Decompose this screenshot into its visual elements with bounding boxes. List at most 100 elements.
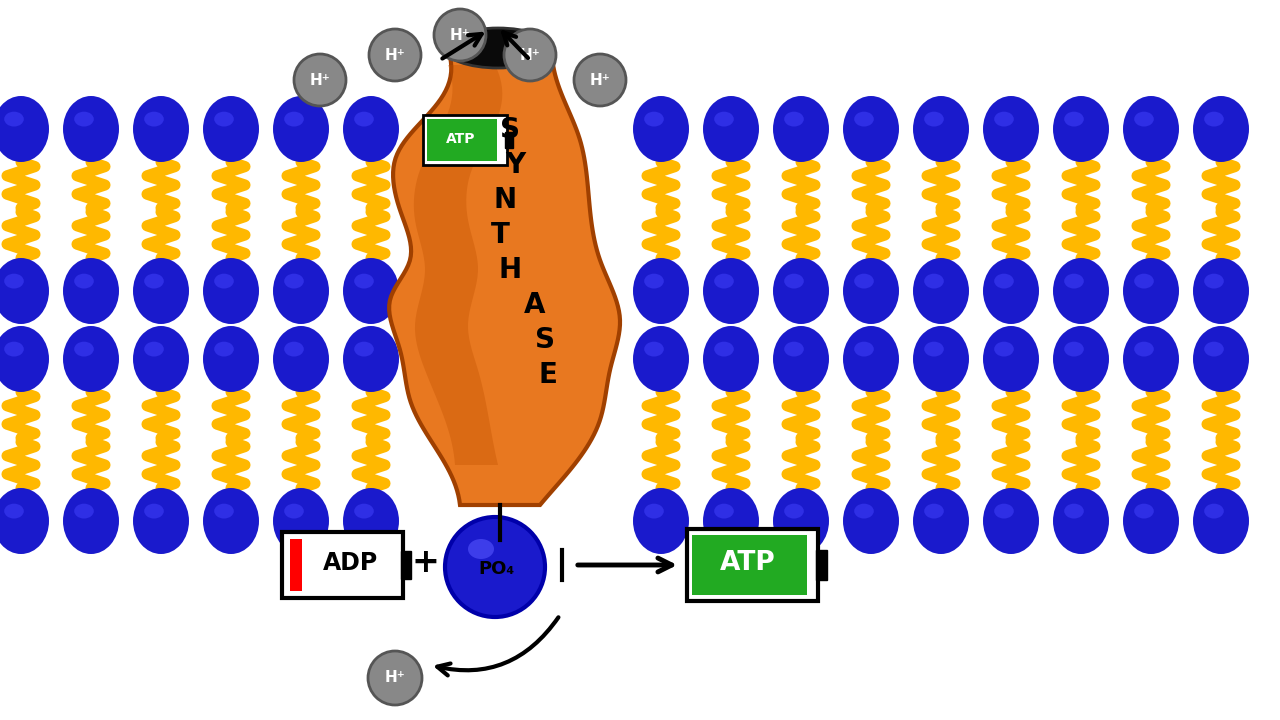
Ellipse shape xyxy=(714,504,733,518)
Text: H⁺: H⁺ xyxy=(384,48,406,63)
Ellipse shape xyxy=(273,96,329,162)
Ellipse shape xyxy=(983,96,1039,162)
Ellipse shape xyxy=(913,326,969,392)
Ellipse shape xyxy=(74,274,93,289)
Ellipse shape xyxy=(63,488,119,554)
Ellipse shape xyxy=(714,112,733,127)
Ellipse shape xyxy=(844,488,899,554)
Ellipse shape xyxy=(284,342,303,356)
Ellipse shape xyxy=(1123,96,1179,162)
Ellipse shape xyxy=(1064,274,1084,289)
Ellipse shape xyxy=(844,96,899,162)
Ellipse shape xyxy=(773,488,829,554)
Ellipse shape xyxy=(63,326,119,392)
Text: Y: Y xyxy=(504,151,525,179)
Ellipse shape xyxy=(773,258,829,324)
Circle shape xyxy=(434,9,486,61)
Text: PO₄: PO₄ xyxy=(479,560,515,578)
Ellipse shape xyxy=(844,326,899,392)
Ellipse shape xyxy=(214,504,234,518)
Ellipse shape xyxy=(1193,96,1249,162)
Ellipse shape xyxy=(644,274,664,289)
Ellipse shape xyxy=(1204,342,1224,356)
Ellipse shape xyxy=(1053,488,1108,554)
Ellipse shape xyxy=(355,504,374,518)
Ellipse shape xyxy=(204,488,259,554)
Ellipse shape xyxy=(145,342,164,356)
Ellipse shape xyxy=(343,326,399,392)
FancyBboxPatch shape xyxy=(428,119,497,161)
Ellipse shape xyxy=(343,96,399,162)
Ellipse shape xyxy=(444,28,552,68)
Ellipse shape xyxy=(133,326,189,392)
Ellipse shape xyxy=(284,112,303,127)
Ellipse shape xyxy=(343,488,399,554)
Text: T: T xyxy=(490,221,509,249)
Ellipse shape xyxy=(133,96,189,162)
Circle shape xyxy=(504,29,556,81)
Ellipse shape xyxy=(0,96,49,162)
Ellipse shape xyxy=(1193,258,1249,324)
FancyBboxPatch shape xyxy=(422,115,507,165)
Ellipse shape xyxy=(284,504,303,518)
Ellipse shape xyxy=(204,326,259,392)
Ellipse shape xyxy=(1123,326,1179,392)
Ellipse shape xyxy=(74,112,93,127)
Ellipse shape xyxy=(1134,274,1153,289)
Ellipse shape xyxy=(145,274,164,289)
Text: H⁺: H⁺ xyxy=(449,27,470,42)
Ellipse shape xyxy=(204,96,259,162)
Ellipse shape xyxy=(4,342,24,356)
Ellipse shape xyxy=(214,274,234,289)
Text: ADP: ADP xyxy=(324,551,379,575)
Ellipse shape xyxy=(634,488,689,554)
Ellipse shape xyxy=(4,112,24,127)
Ellipse shape xyxy=(924,342,943,356)
Ellipse shape xyxy=(714,342,733,356)
Ellipse shape xyxy=(63,258,119,324)
Ellipse shape xyxy=(0,488,49,554)
Ellipse shape xyxy=(74,504,93,518)
Ellipse shape xyxy=(0,326,49,392)
Circle shape xyxy=(369,29,421,81)
FancyBboxPatch shape xyxy=(506,132,513,148)
FancyBboxPatch shape xyxy=(401,551,411,579)
Text: H⁺: H⁺ xyxy=(590,73,611,88)
Ellipse shape xyxy=(983,258,1039,324)
Ellipse shape xyxy=(703,258,759,324)
Ellipse shape xyxy=(355,112,374,127)
Text: ATP: ATP xyxy=(447,132,476,146)
Ellipse shape xyxy=(785,504,804,518)
Ellipse shape xyxy=(1053,326,1108,392)
Ellipse shape xyxy=(355,342,374,356)
Ellipse shape xyxy=(1064,342,1084,356)
Polygon shape xyxy=(389,50,620,505)
Ellipse shape xyxy=(273,488,329,554)
Ellipse shape xyxy=(133,488,189,554)
Ellipse shape xyxy=(1064,504,1084,518)
Ellipse shape xyxy=(913,258,969,324)
Ellipse shape xyxy=(995,504,1014,518)
Ellipse shape xyxy=(145,112,164,127)
Ellipse shape xyxy=(468,539,494,559)
Ellipse shape xyxy=(785,112,804,127)
Ellipse shape xyxy=(1193,326,1249,392)
Ellipse shape xyxy=(634,326,689,392)
Ellipse shape xyxy=(1053,96,1108,162)
Text: ATP: ATP xyxy=(721,550,776,576)
Ellipse shape xyxy=(844,258,899,324)
Ellipse shape xyxy=(214,342,234,356)
FancyBboxPatch shape xyxy=(692,535,806,595)
Ellipse shape xyxy=(854,112,874,127)
Ellipse shape xyxy=(284,274,303,289)
Ellipse shape xyxy=(1053,258,1108,324)
Ellipse shape xyxy=(644,112,664,127)
FancyBboxPatch shape xyxy=(282,532,403,598)
Circle shape xyxy=(573,54,626,106)
FancyArrowPatch shape xyxy=(438,617,558,675)
Ellipse shape xyxy=(703,326,759,392)
Ellipse shape xyxy=(644,342,664,356)
Ellipse shape xyxy=(995,274,1014,289)
FancyBboxPatch shape xyxy=(817,550,827,580)
Ellipse shape xyxy=(1204,274,1224,289)
